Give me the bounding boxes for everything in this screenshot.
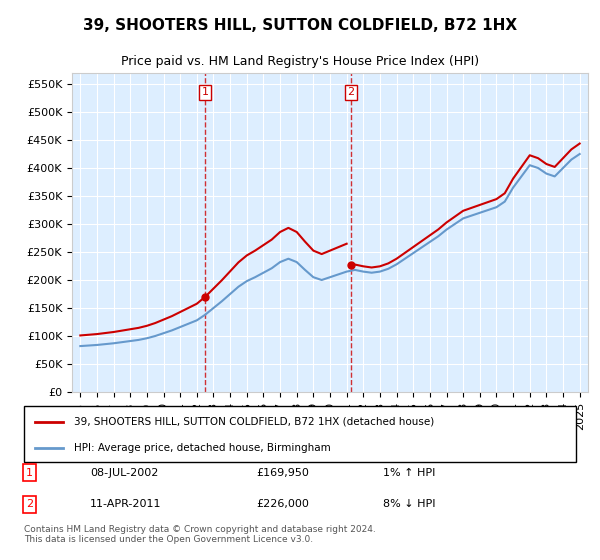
Text: HPI: Average price, detached house, Birmingham: HPI: Average price, detached house, Birm… bbox=[74, 443, 331, 453]
Text: 11-APR-2011: 11-APR-2011 bbox=[90, 500, 162, 510]
Text: 1% ↑ HPI: 1% ↑ HPI bbox=[383, 468, 435, 478]
Text: 1: 1 bbox=[202, 87, 209, 97]
Text: 39, SHOOTERS HILL, SUTTON COLDFIELD, B72 1HX: 39, SHOOTERS HILL, SUTTON COLDFIELD, B72… bbox=[83, 18, 517, 33]
Text: Contains HM Land Registry data © Crown copyright and database right 2024.
This d: Contains HM Land Registry data © Crown c… bbox=[24, 525, 376, 544]
Text: 8% ↓ HPI: 8% ↓ HPI bbox=[383, 500, 436, 510]
Text: Price paid vs. HM Land Registry's House Price Index (HPI): Price paid vs. HM Land Registry's House … bbox=[121, 55, 479, 68]
Text: 39, SHOOTERS HILL, SUTTON COLDFIELD, B72 1HX (detached house): 39, SHOOTERS HILL, SUTTON COLDFIELD, B72… bbox=[74, 417, 434, 427]
Text: 2: 2 bbox=[347, 87, 355, 97]
Text: 1: 1 bbox=[26, 468, 33, 478]
Text: £169,950: £169,950 bbox=[256, 468, 309, 478]
Text: 08-JUL-2002: 08-JUL-2002 bbox=[90, 468, 158, 478]
Text: £226,000: £226,000 bbox=[256, 500, 309, 510]
FancyBboxPatch shape bbox=[24, 406, 576, 462]
Text: 2: 2 bbox=[26, 500, 33, 510]
